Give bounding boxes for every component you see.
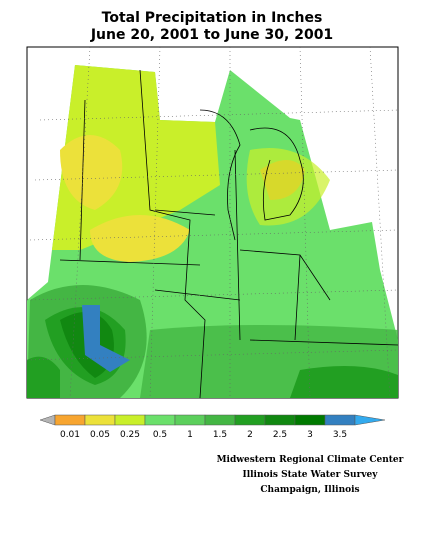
legend-swatch bbox=[144, 414, 176, 426]
legend-swatch bbox=[234, 414, 266, 426]
legend-label: 2.5 bbox=[273, 430, 287, 440]
legend-label: 1.5 bbox=[213, 430, 227, 440]
title-line: June 20, 2001 to June 30, 2001 bbox=[90, 27, 333, 43]
legend-label: 0.05 bbox=[90, 430, 110, 440]
legend-swatch bbox=[324, 414, 356, 426]
legend-swatch bbox=[84, 414, 116, 426]
legend-label: 2 bbox=[247, 430, 253, 440]
title-line: Total Precipitation in Inches bbox=[102, 10, 323, 26]
legend-swatch bbox=[294, 414, 326, 426]
legend-label: 0.5 bbox=[153, 430, 167, 440]
credit-line: Midwestern Regional Climate Center bbox=[217, 455, 404, 465]
legend-label: 0.25 bbox=[120, 430, 140, 440]
credit-line: Champaign, Illinois bbox=[260, 485, 359, 495]
legend-over bbox=[354, 414, 386, 426]
legend-swatch bbox=[114, 414, 146, 426]
legend-swatch bbox=[204, 414, 236, 426]
legend: 0.01 0.05 0.25 0.5 1 1.5 2 2.5 3 3.5 bbox=[39, 414, 386, 440]
map bbox=[26, 46, 399, 399]
credit-line: Illinois State Water Survey bbox=[242, 470, 378, 480]
legend-swatch bbox=[54, 414, 86, 426]
legend-label: 0.01 bbox=[60, 430, 80, 440]
legend-under bbox=[39, 414, 56, 426]
legend-label: 3.5 bbox=[333, 430, 347, 440]
legend-label: 3 bbox=[307, 430, 313, 440]
legend-label: 1 bbox=[187, 430, 193, 440]
legend-swatch bbox=[174, 414, 206, 426]
legend-swatch bbox=[264, 414, 296, 426]
